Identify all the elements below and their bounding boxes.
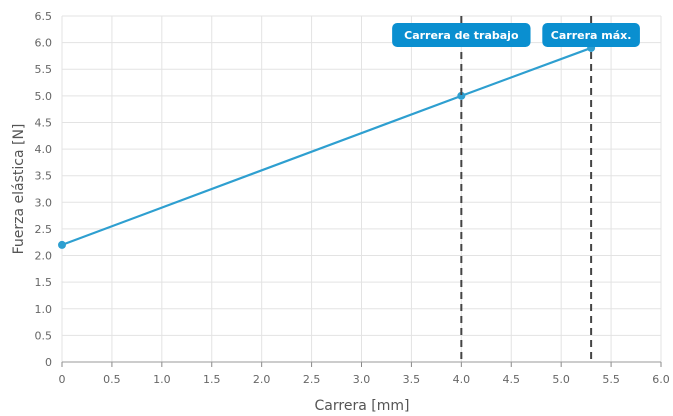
y-tick-labels: 0 0.5 1.0 1.5 2.0 2.5 3.0 3.5 4.0 4.5 5.0 5.5 6.0 6.5	[35, 10, 53, 369]
y-tick-label: 4.5	[35, 116, 53, 129]
x-tick-label: 2.0	[253, 373, 271, 386]
x-tick-labels: 0 0.5 1.0 1.5 2.0 2.5 3.0 3.5 4.0 4.5 5.0 5.5 6.0	[59, 373, 670, 386]
y-tick-label: 3.5	[35, 170, 53, 183]
x-tick-label: 0	[59, 373, 66, 386]
y-tick-label: 6.0	[35, 37, 53, 50]
x-tick-label: 5.5	[602, 373, 620, 386]
marker-badge	[542, 23, 640, 47]
marker-label: Carrera de trabajo	[404, 29, 519, 42]
x-tick-label: 6.0	[652, 373, 670, 386]
data-point	[457, 91, 466, 100]
y-tick-label: 5.0	[35, 90, 53, 103]
series	[58, 43, 596, 249]
x-tick-label: 1.5	[203, 373, 221, 386]
x-tick-label: 0.5	[103, 373, 121, 386]
axes	[61, 361, 662, 367]
x-tick-label: 4.0	[453, 373, 471, 386]
y-tick-label: 3.0	[35, 196, 53, 209]
y-tick-label: 2.5	[35, 223, 53, 236]
grid	[61, 15, 662, 363]
y-tick-label: 1.0	[35, 303, 53, 316]
x-tick-label: 1.0	[153, 373, 171, 386]
x-axis-title: Carrera [mm]	[315, 398, 410, 414]
x-tick-label: 5.0	[552, 373, 570, 386]
y-axis-title: Fuerza elástica [N]	[11, 124, 27, 255]
vertical-markers: Carrera de trabajo Carrera máx.	[392, 16, 640, 362]
y-tick-label: 1.5	[35, 276, 53, 289]
marker-badge	[392, 23, 531, 47]
y-tick-label: 2.0	[35, 250, 53, 263]
y-tick-label: 5.5	[35, 63, 53, 76]
x-tick-label: 4.5	[503, 373, 521, 386]
x-tick-label: 3.0	[353, 373, 371, 386]
y-tick-label: 0	[45, 356, 52, 369]
y-tick-label: 4.0	[35, 143, 53, 156]
x-tick-label: 3.5	[403, 373, 421, 386]
y-tick-label: 0.5	[35, 329, 53, 342]
data-point	[58, 240, 66, 249]
y-tick-label: 6.5	[35, 10, 53, 23]
x-tick-label: 2.5	[303, 373, 321, 386]
marker-label: Carrera máx.	[551, 29, 632, 42]
